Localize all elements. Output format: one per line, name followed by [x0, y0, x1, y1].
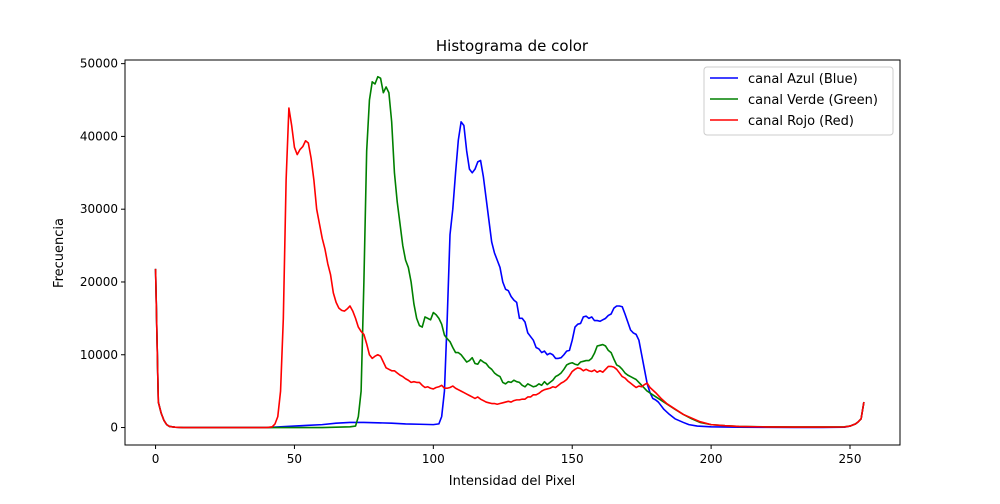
y-tick-label-0: 0 — [110, 421, 118, 435]
x-tick-label-3: 150 — [561, 452, 584, 466]
series-line-0 — [154, 121, 865, 429]
y-tick-label-5: 50000 — [80, 57, 118, 71]
ticks-layer: 0 50 100 150 200 250 0 10000 20000 30000 40000 5000… — [80, 57, 862, 466]
y-axis-label: Frecuencia — [52, 218, 67, 288]
legend-label-0: canal Azul (Blue) — [748, 72, 858, 87]
x-tick-label-0: 0 — [152, 452, 160, 466]
chart-title: Histograma de color — [436, 37, 589, 55]
legend-label-1: canal Verde (Green) — [748, 93, 878, 108]
legend-box — [703, 66, 894, 136]
legend-label-2: canal Rojo (Red) — [748, 114, 854, 129]
series-line-2 — [154, 107, 865, 429]
y-tick-label-4: 40000 — [80, 129, 118, 143]
legend: canal Azul (Blue) canal Verde (Green) cana… — [703, 66, 894, 136]
y-tick-label-2: 20000 — [80, 275, 118, 289]
x-tick-label-2: 100 — [422, 452, 445, 466]
x-tick-label-5: 250 — [839, 452, 862, 466]
x-axis-label: Intensidad del Pixel — [449, 474, 575, 489]
series-line-1 — [154, 75, 865, 429]
x-tick-label-4: 200 — [700, 452, 723, 466]
x-tick-label-1: 50 — [287, 452, 302, 466]
plot-frame — [124, 59, 901, 446]
series-layer — [154, 75, 865, 429]
y-tick-label-3: 30000 — [80, 202, 118, 216]
y-tick-label-1: 10000 — [80, 348, 118, 362]
